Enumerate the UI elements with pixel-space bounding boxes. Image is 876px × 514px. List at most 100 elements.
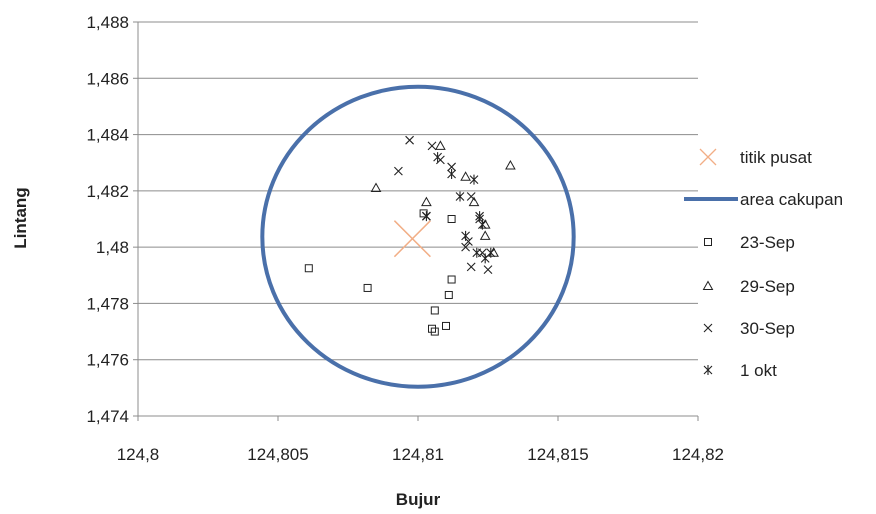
triangle-marker — [436, 141, 445, 149]
legend-marker — [704, 282, 713, 290]
x-axis-title: Bujur — [396, 490, 441, 509]
triangle-marker — [506, 161, 515, 169]
data-point-1-okt — [422, 211, 430, 221]
legend-label: 1 okt — [740, 361, 777, 380]
square-marker — [305, 265, 312, 272]
legend: titik pusat area cakupan 23-Sep 29-Sep 30-Se… — [684, 148, 843, 380]
legend-label: titik pusat — [740, 148, 812, 167]
legend-label: 23-Sep — [740, 233, 795, 252]
x-marker — [704, 324, 712, 332]
y-axis-title: Lintang — [11, 187, 30, 248]
data-point-1-okt — [462, 231, 470, 241]
asterisk-marker — [448, 169, 456, 179]
asterisk-marker — [470, 175, 478, 185]
asterisk-marker — [422, 211, 430, 221]
data-point-23-sep — [448, 276, 455, 283]
coverage-circle — [262, 87, 573, 387]
data-point-1-okt — [473, 248, 481, 258]
data-point-29-sep — [372, 184, 381, 192]
x-marker — [484, 266, 492, 274]
data-point-30-sep — [428, 142, 436, 150]
data-point-1-okt — [456, 191, 464, 201]
data-point-23-sep — [364, 284, 371, 291]
triangle-marker — [372, 184, 381, 192]
legend-marker — [705, 239, 712, 246]
square-marker — [448, 276, 455, 283]
x-tick-label: 124,815 — [527, 445, 588, 464]
data-point-1-okt — [448, 169, 456, 179]
legend-item: area cakupan — [684, 190, 843, 209]
gridlines — [138, 22, 698, 360]
y-tick-label: 1,476 — [86, 351, 129, 370]
data-point-1-okt — [470, 175, 478, 185]
data-point-1-okt — [487, 248, 495, 258]
square-marker — [364, 284, 371, 291]
y-tick-label: 1,474 — [86, 407, 129, 426]
square-marker — [448, 216, 455, 223]
data-point-23-sep — [448, 216, 455, 223]
triangle-marker — [461, 172, 470, 180]
x-tick-label: 124,805 — [247, 445, 308, 464]
data-point-titik-pusat — [394, 221, 430, 257]
data-point-23-sep — [305, 265, 312, 272]
x-marker — [406, 136, 414, 144]
asterisk-marker — [478, 220, 486, 230]
triangle-marker — [704, 282, 713, 290]
square-marker — [445, 291, 452, 298]
asterisk-marker — [704, 365, 712, 375]
y-tick-label: 1,48 — [96, 238, 129, 257]
data-points — [305, 136, 515, 335]
data-point-23-sep — [431, 307, 438, 314]
data-point-30-sep — [406, 136, 414, 144]
y-tick-label: 1,486 — [86, 69, 129, 88]
legend-item: 30-Sep — [704, 319, 795, 338]
data-point-23-sep — [429, 325, 436, 332]
y-tick-label: 1,478 — [86, 294, 129, 313]
x-tick-label: 124,8 — [117, 445, 160, 464]
legend-item: 29-Sep — [704, 277, 795, 296]
legend-label: 29-Sep — [740, 277, 795, 296]
x-marker — [394, 167, 402, 175]
data-point-1-okt — [478, 220, 486, 230]
legend-marker — [704, 324, 712, 332]
legend-center-marker — [700, 149, 716, 165]
y-tick-label: 1,488 — [86, 13, 129, 32]
asterisk-marker — [456, 191, 464, 201]
square-marker — [431, 328, 438, 335]
data-point-30-sep — [467, 192, 475, 200]
legend-label: area cakupan — [740, 190, 843, 209]
legend-label: 30-Sep — [740, 319, 795, 338]
data-point-30-sep — [484, 266, 492, 274]
legend-item: 1 okt — [704, 361, 777, 380]
x-tick-label: 124,81 — [392, 445, 444, 464]
data-point-29-sep — [461, 172, 470, 180]
data-point-23-sep — [431, 328, 438, 335]
asterisk-marker — [434, 152, 442, 162]
square-marker — [705, 239, 712, 246]
data-point-29-sep — [422, 198, 431, 206]
triangle-marker — [481, 231, 490, 239]
data-point-23-sep — [443, 322, 450, 329]
data-point-29-sep — [436, 141, 445, 149]
y-tick-label: 1,484 — [86, 126, 129, 145]
data-point-30-sep — [467, 263, 475, 271]
data-point-23-sep — [445, 291, 452, 298]
legend-item: titik pusat — [700, 148, 812, 167]
axes — [133, 22, 698, 421]
asterisk-marker — [487, 248, 495, 258]
legend-marker — [704, 365, 712, 375]
x-marker — [428, 142, 436, 150]
data-point-1-okt — [434, 152, 442, 162]
legend-item: 23-Sep — [705, 233, 795, 252]
data-point-30-sep — [394, 167, 402, 175]
x-marker — [467, 263, 475, 271]
y-tick-label: 1,482 — [86, 182, 129, 201]
x-tick-labels: 124,8 124,805 124,81 124,815 124,82 — [117, 445, 724, 464]
asterisk-marker — [462, 231, 470, 241]
square-marker — [431, 307, 438, 314]
square-marker — [429, 325, 436, 332]
center-x-marker — [394, 221, 430, 257]
square-marker — [443, 322, 450, 329]
x-marker — [467, 192, 475, 200]
